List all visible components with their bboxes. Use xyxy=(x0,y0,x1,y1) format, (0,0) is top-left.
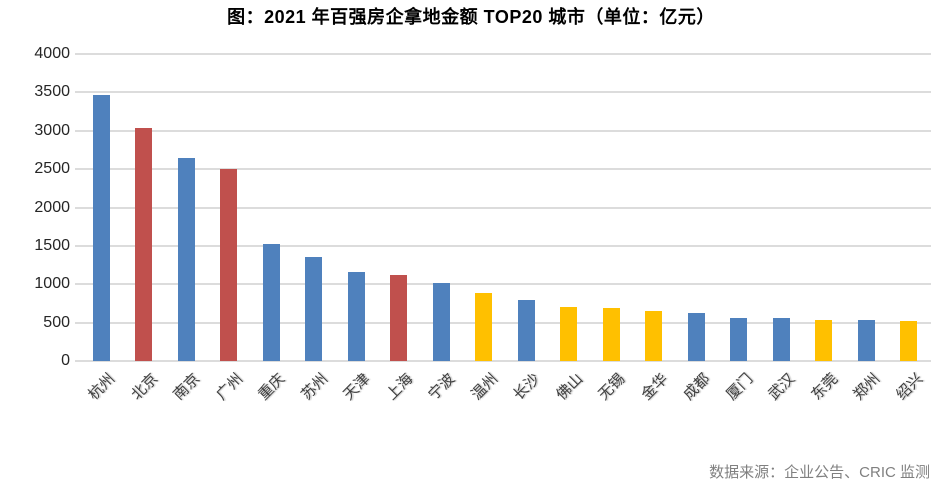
gridline-1500 xyxy=(75,244,931,247)
x-axis-label-4: 广州 xyxy=(212,370,247,404)
bar-4 xyxy=(220,169,238,361)
bar-6 xyxy=(305,256,323,361)
bar-11 xyxy=(517,299,535,361)
bar-14 xyxy=(645,311,663,361)
x-axis-label-13: 无锡 xyxy=(595,370,629,404)
x-axis-label-14: 金华 xyxy=(637,370,672,404)
source-note: 数据来源：企业公告、CRIC 监测 xyxy=(709,464,930,481)
x-axis-label-19: 郑州 xyxy=(850,370,884,404)
bar-15 xyxy=(687,312,705,361)
bar-13 xyxy=(602,308,620,361)
gridline-0 xyxy=(75,360,931,362)
y-axis-tick-3500: 3500 xyxy=(34,83,70,101)
gridline-2500 xyxy=(75,168,931,171)
x-axis-label-8: 上海 xyxy=(382,370,417,404)
x-axis-label-6: 苏州 xyxy=(297,370,332,404)
x-axis-label-10: 温州 xyxy=(467,370,502,404)
x-axis-label-18: 东莞 xyxy=(807,370,842,404)
chart-title: 图：2021 年百强房企拿地金额 TOP20 城市（单位：亿元） xyxy=(227,7,715,27)
x-axis-label-2: 北京 xyxy=(127,370,162,404)
bar-10 xyxy=(475,293,493,361)
x-axis-label-16: 厦门 xyxy=(722,370,757,404)
x-axis-label-3: 南京 xyxy=(170,370,204,404)
bar-18 xyxy=(815,319,833,361)
x-axis-label-9: 宁波 xyxy=(425,370,459,404)
gridline-2000 xyxy=(75,206,931,209)
y-axis-tick-1000: 1000 xyxy=(34,275,70,293)
y-axis-tick-3000: 3000 xyxy=(34,121,70,139)
bar-2 xyxy=(135,128,153,361)
gridline-4000 xyxy=(75,53,931,55)
x-axis-label-15: 成都 xyxy=(680,370,714,404)
bar-16 xyxy=(730,317,748,361)
x-axis-label-7: 天津 xyxy=(340,370,374,404)
y-axis-tick-2500: 2500 xyxy=(34,160,70,178)
y-axis-tick-0: 0 xyxy=(61,352,70,369)
bar-8 xyxy=(390,275,408,361)
x-axis-label-17: 武汉 xyxy=(765,370,799,404)
bar-17 xyxy=(772,318,790,361)
bar-20 xyxy=(900,321,918,361)
gridline-3000 xyxy=(75,129,931,132)
bar-3 xyxy=(177,157,195,361)
bar-12 xyxy=(560,307,578,361)
y-axis-tick-4000: 4000 xyxy=(34,45,70,62)
bar-9 xyxy=(432,283,450,361)
bar-1 xyxy=(92,95,110,361)
gridline-3500 xyxy=(75,91,931,94)
gridline-500 xyxy=(75,321,931,324)
y-axis-tick-2000: 2000 xyxy=(34,198,70,216)
bar-7 xyxy=(347,271,365,361)
x-axis-label-12: 佛山 xyxy=(552,370,587,404)
y-axis-tick-1500: 1500 xyxy=(34,236,70,254)
bar-19 xyxy=(857,320,875,361)
x-axis-label-20: 绍兴 xyxy=(892,370,927,404)
bar-5 xyxy=(262,244,280,361)
x-axis-label-11: 长沙 xyxy=(510,370,544,404)
x-axis-label-1: 杭州 xyxy=(85,370,119,404)
x-axis-label-5: 重庆 xyxy=(255,370,289,404)
y-axis-tick-500: 500 xyxy=(43,313,70,331)
gridline-1000 xyxy=(75,283,931,286)
